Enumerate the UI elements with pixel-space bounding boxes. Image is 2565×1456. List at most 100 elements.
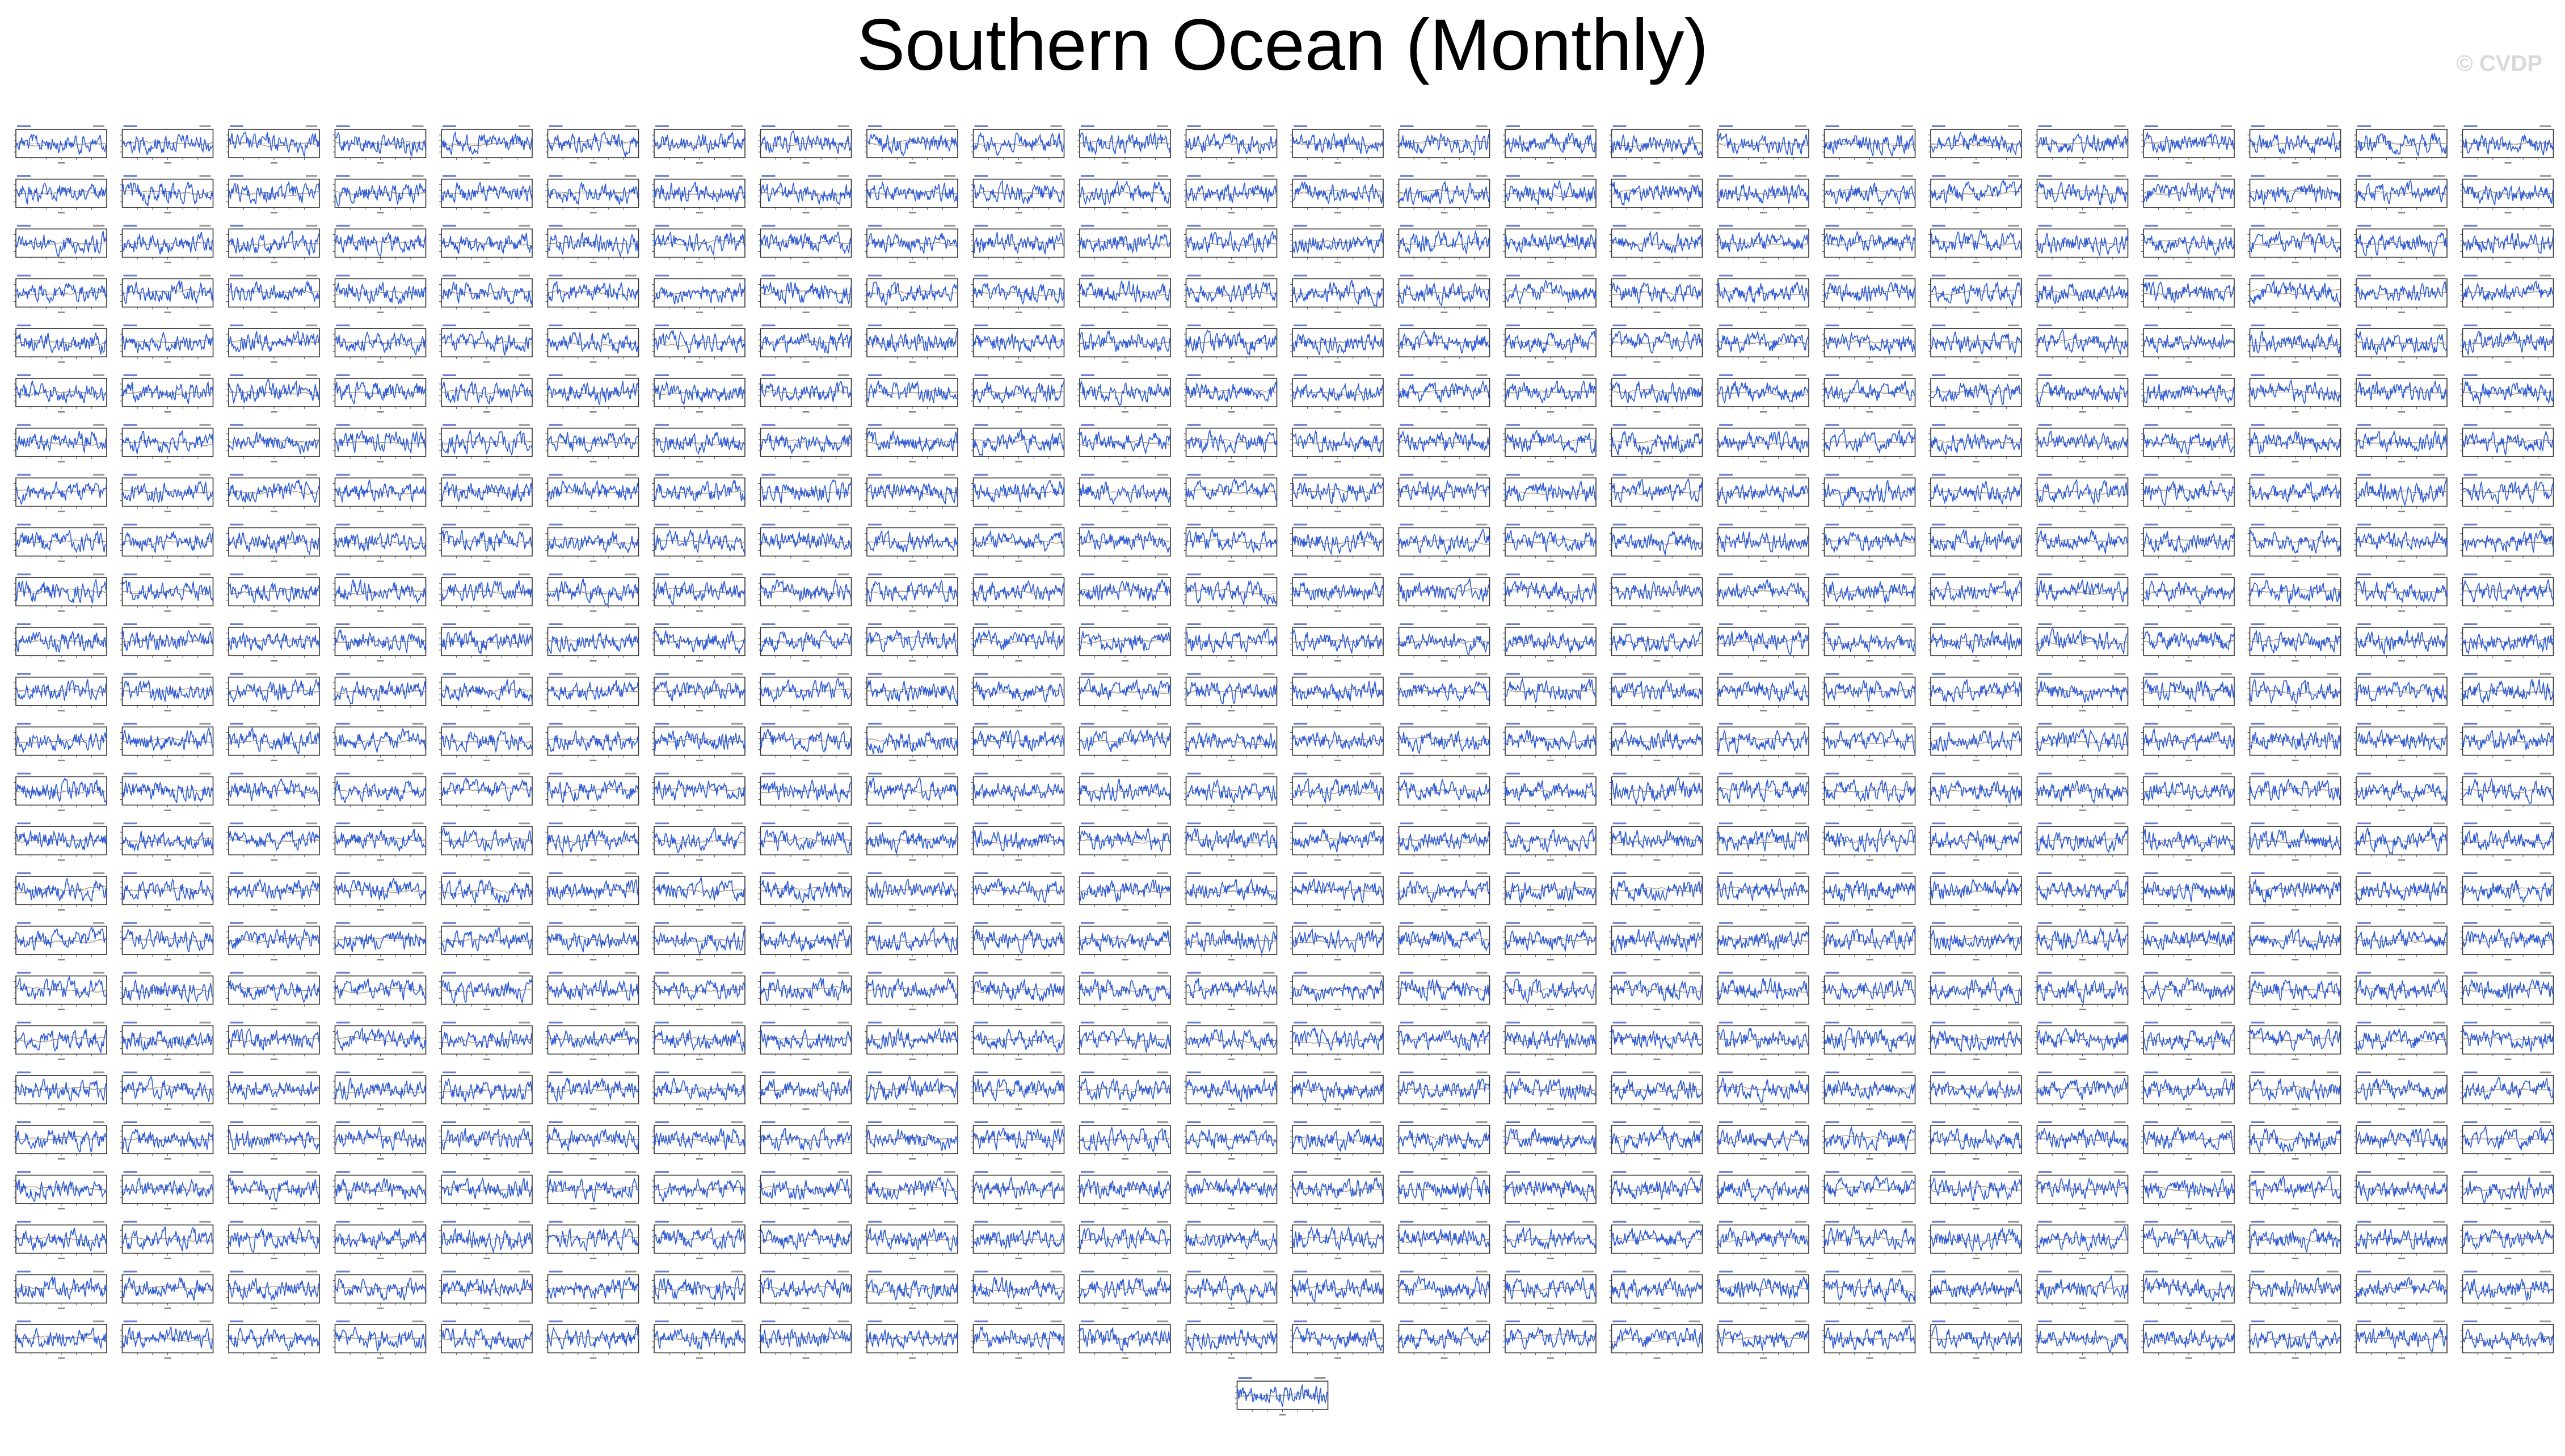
chart-panel [652,125,746,164]
panel-stat-stub [731,275,743,277]
chart-panel [1716,673,1809,712]
x-axis-label-stub [483,710,490,712]
x-axis-label-stub [58,212,65,214]
chart-panel [2035,225,2129,264]
panel-title-stub [868,573,882,576]
chart-panel [2354,275,2448,313]
panel-stat-stub [2114,623,2126,625]
panel-title-stub [1294,175,1307,177]
chart-panel [14,374,107,413]
chart-panel [226,324,320,363]
observed-series-line [1079,440,1170,446]
chart-panel [1822,324,1916,363]
model-series-line [121,381,214,404]
model-series-line [547,531,639,554]
panel-stat-stub [625,524,637,526]
observed-series-line [15,242,107,245]
model-series-line [15,630,107,653]
model-series-line [2036,579,2129,603]
observed-series-line [2462,290,2554,294]
observed-series-line [122,440,213,446]
x-axis-label-stub [1547,610,1554,612]
panel-stat-stub [1901,324,1913,327]
observed-series-line [2250,539,2341,543]
panel-title-stub [1187,324,1201,327]
model-series-line [1823,332,1916,355]
panel-stat-stub [1050,524,1062,526]
model-series-line [1186,681,1278,704]
chart-panel [226,175,320,214]
observed-series-line [2250,190,2341,195]
model-series-line [15,481,107,505]
x-axis-label-stub [2185,560,2192,562]
panel-title-stub [1081,424,1094,426]
observed-series-line [1611,338,1703,345]
panel-stat-stub [2539,225,2551,227]
x-axis-label-stub [1122,411,1128,413]
chart-panel [2247,374,2341,413]
panel-title-stub [1825,324,1839,327]
model-series-line [1185,231,1278,254]
panel-stat-stub [519,175,530,177]
model-series-line [441,330,533,356]
x-axis-label-stub [589,660,597,662]
x-axis-label-stub [1228,461,1235,463]
panel-title-stub [2463,175,2478,177]
panel-stat-stub [1157,275,1168,277]
chart-panel [1183,524,1278,562]
panel-title-stub [336,424,350,426]
panel-title-stub [1400,673,1414,675]
x-axis-label-stub [696,660,703,662]
panel-title-stub [443,573,456,576]
model-series-line [2462,233,2554,254]
chart-panel [1290,324,1384,363]
chart-panel [1077,175,1171,214]
x-axis-label-stub [1334,361,1341,363]
observed-series-line [228,191,320,197]
model-series-line [15,431,107,453]
model-series-line [1079,280,1171,303]
model-series-line [654,580,746,607]
model-series-line [972,381,1065,404]
chart-panel [120,673,214,712]
panel-stat-stub [625,225,637,227]
panel-stat-stub [519,723,530,725]
x-axis-label-stub [2398,261,2405,264]
panel-title-stub [868,175,882,177]
panel-stat-stub [1582,524,1594,526]
panel-title-stub [2145,623,2158,625]
model-series-line [2037,681,2129,703]
x-axis-label-stub [483,510,490,513]
x-axis-label-stub [1866,610,1873,612]
chart-panel [971,424,1065,463]
x-axis-label-stub [1441,311,1448,313]
panel-stat-stub [199,225,211,227]
chart-panel [332,324,427,363]
x-axis-label-stub [1334,311,1341,313]
model-series-line [2143,281,2235,304]
x-axis-label-stub [1228,361,1235,363]
panel-title-stub [230,175,243,177]
panel-stat-stub [2433,324,2445,327]
chart-panel [1822,474,1916,513]
chart-panel [865,424,958,463]
panel-title-stub [443,275,456,277]
panel-title-stub [1187,125,1201,127]
panel-stat-stub [199,324,211,327]
x-axis-label-stub [1653,510,1661,513]
model-series-line [1505,530,1597,552]
panel-stat-stub [2539,424,2551,426]
panel-title-stub [2038,125,2052,127]
panel-stat-stub [306,225,317,227]
x-axis-label-stub [1547,411,1554,413]
chart-panel [2141,324,2235,363]
panel-title-stub [1612,623,1627,625]
panel-title-stub [443,225,456,227]
model-series-line [1611,430,1703,455]
observed-series-line [1611,291,1703,297]
panel-stat-stub [1050,424,1062,426]
model-series-line [2462,280,2554,302]
observed-series-line [2462,189,2554,196]
x-axis-label-stub [1547,461,1554,463]
observed-series-line [2462,586,2554,593]
